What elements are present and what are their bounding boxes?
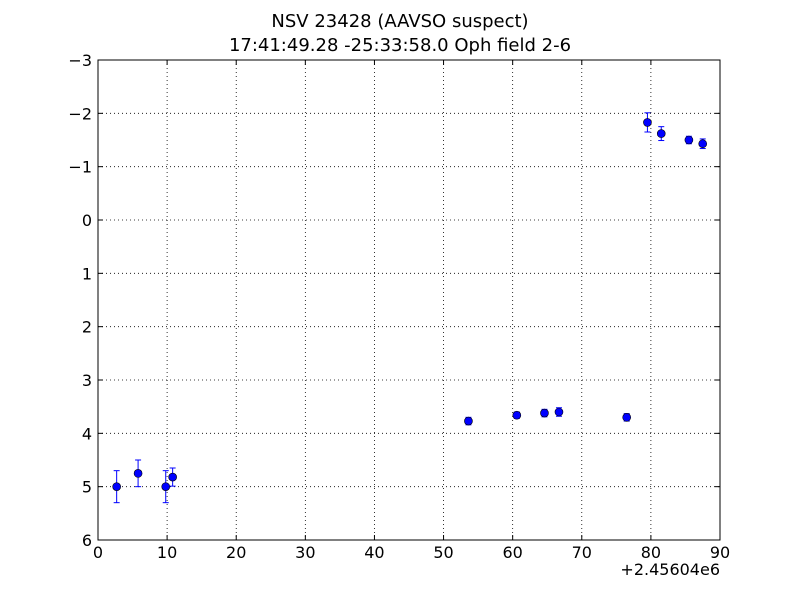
x-offset-label: +2.45604e6 [620,560,720,579]
x-tick-label: 0 [93,543,103,562]
data-marker [554,407,564,417]
axis-ticks [97,59,721,541]
data-marker [656,129,666,138]
data-marker [643,118,652,127]
y-tick-label: −2 [68,104,92,123]
x-tick-label: 40 [364,543,384,562]
chart-subtitle: 17:41:49.28 -25:33:58.0 Oph field 2-6 [228,35,572,56]
x-tick-label: 90 [710,543,730,562]
data-point [464,416,473,426]
data-marker [684,135,694,145]
tick-labels: 0 10 20 30 40 50 60 70 80 90 −3 −2 −1 0 1 2 3 4 5 6 [68,51,730,562]
data-marker [112,482,121,491]
x-tick-label: 50 [433,543,453,562]
y-tick-label: 6 [82,531,92,550]
data-marker [622,413,632,422]
x-tick-label: 70 [572,543,592,562]
y-tick-label: 4 [82,424,92,443]
data-point [622,413,632,422]
y-tick-label: 5 [82,478,92,497]
y-tick-label: 3 [82,371,92,390]
data-marker [464,416,473,426]
chart-title: NSV 23428 (AAVSO suspect) [271,11,529,32]
data-point [698,138,708,150]
y-tick-label: 2 [82,318,92,337]
y-tick-label: −3 [68,51,92,70]
data-marker [161,482,171,491]
data-marker [698,139,708,149]
data-marker [133,469,143,478]
plot-frame [97,59,721,541]
data-point [512,410,522,420]
y-tick-label: 1 [82,264,92,283]
data-point [656,126,666,142]
x-tick-label: 20 [226,543,246,562]
data-point [643,112,652,133]
grid [98,60,720,540]
data-point [161,470,171,504]
x-tick-label: 80 [641,543,661,562]
data-marker [168,472,177,482]
data-point [168,467,177,487]
y-tick-label: 0 [82,211,92,230]
x-tick-label: 60 [502,543,522,562]
data-marker [512,410,522,420]
data-point [540,408,549,418]
data-point [554,407,564,417]
y-tick-label: −1 [68,158,92,177]
x-tick-label: 30 [295,543,315,562]
data-point [112,470,121,504]
x-tick-label: 10 [157,543,177,562]
data-point [684,135,694,145]
data-marker [540,408,549,418]
data-series [112,112,708,504]
data-point [133,459,143,488]
